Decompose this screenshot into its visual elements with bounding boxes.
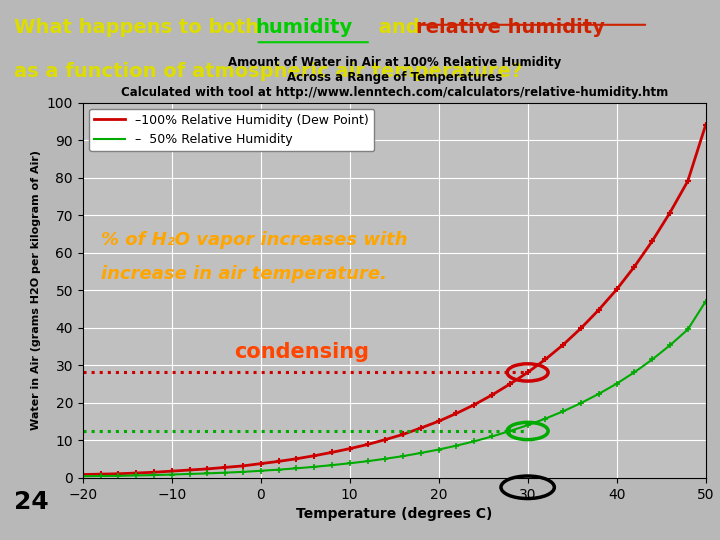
Text: as a function of atmospheric air temperature?: as a function of atmospheric air tempera… [14, 62, 523, 81]
–100% Relative Humidity (Dew Point) [701, 122, 710, 129]
–100% Relative Humidity (Dew Point) [221, 464, 230, 471]
–  50% Relative Humidity [666, 342, 675, 348]
–  50% Relative Humidity [487, 433, 496, 440]
–100% Relative Humidity (Dew Point) [185, 467, 194, 473]
Text: 24: 24 [14, 490, 49, 514]
–100% Relative Humidity (Dew Point) [346, 446, 354, 452]
–100% Relative Humidity (Dew Point) [203, 465, 212, 472]
–  50% Relative Humidity [185, 471, 194, 477]
–  50% Relative Humidity [168, 471, 176, 478]
Text: relative humidity: relative humidity [416, 18, 605, 37]
–  50% Relative Humidity [292, 465, 301, 471]
–  50% Relative Humidity [132, 472, 140, 478]
–  50% Relative Humidity [274, 467, 283, 473]
–100% Relative Humidity (Dew Point) [595, 307, 603, 313]
–  50% Relative Humidity [541, 415, 550, 422]
Text: humidity: humidity [256, 18, 353, 37]
–  50% Relative Humidity [559, 408, 567, 415]
Text: What happens to both: What happens to both [14, 18, 266, 37]
–100% Relative Humidity (Dew Point) [381, 436, 390, 443]
–  50% Relative Humidity [612, 381, 621, 387]
–  50% Relative Humidity [452, 442, 461, 449]
–  50% Relative Humidity [399, 453, 408, 460]
–100% Relative Humidity (Dew Point) [78, 471, 87, 478]
Title: Amount of Water in Air at 100% Relative Humidity
Across a Range of Temperatures
: Amount of Water in Air at 100% Relative … [120, 56, 668, 99]
X-axis label: Temperature (degrees C): Temperature (degrees C) [296, 507, 492, 521]
–100% Relative Humidity (Dew Point) [541, 356, 550, 362]
–  50% Relative Humidity [238, 469, 247, 475]
–100% Relative Humidity (Dew Point) [612, 286, 621, 293]
–100% Relative Humidity (Dew Point) [363, 441, 372, 448]
–100% Relative Humidity (Dew Point) [683, 178, 692, 184]
–100% Relative Humidity (Dew Point) [523, 369, 532, 376]
Text: and: and [372, 18, 427, 37]
Line: –  50% Relative Humidity: – 50% Relative Humidity [80, 299, 708, 479]
–  50% Relative Humidity [630, 369, 639, 375]
–100% Relative Humidity (Dew Point) [630, 264, 639, 270]
–  50% Relative Humidity [114, 472, 122, 479]
–100% Relative Humidity (Dew Point) [452, 410, 461, 416]
–100% Relative Humidity (Dew Point) [238, 463, 247, 469]
–100% Relative Humidity (Dew Point) [559, 341, 567, 348]
Y-axis label: Water in Air (grams H2O per kilogram of Air): Water in Air (grams H2O per kilogram of … [31, 150, 41, 430]
–  50% Relative Humidity [381, 456, 390, 462]
–100% Relative Humidity (Dew Point) [505, 381, 514, 387]
–100% Relative Humidity (Dew Point) [399, 431, 408, 437]
–100% Relative Humidity (Dew Point) [256, 461, 265, 467]
Text: increase in air temperature.: increase in air temperature. [101, 265, 387, 283]
–100% Relative Humidity (Dew Point) [114, 470, 122, 477]
–  50% Relative Humidity [683, 326, 692, 333]
Text: condensing: condensing [234, 342, 369, 362]
–  50% Relative Humidity [595, 390, 603, 397]
–  50% Relative Humidity [221, 469, 230, 476]
–  50% Relative Humidity [523, 422, 532, 428]
–  50% Relative Humidity [577, 400, 585, 406]
Text: % of H₂O vapor increases with: % of H₂O vapor increases with [101, 231, 408, 249]
–100% Relative Humidity (Dew Point) [150, 469, 158, 476]
–100% Relative Humidity (Dew Point) [470, 401, 479, 408]
–  50% Relative Humidity [434, 447, 443, 453]
–  50% Relative Humidity [328, 462, 336, 468]
–  50% Relative Humidity [470, 438, 479, 444]
–  50% Relative Humidity [310, 463, 318, 470]
–  50% Relative Humidity [417, 450, 426, 456]
–100% Relative Humidity (Dew Point) [168, 468, 176, 474]
–  50% Relative Humidity [346, 460, 354, 467]
Legend: –100% Relative Humidity (Dew Point), –  50% Relative Humidity: –100% Relative Humidity (Dew Point), – 5… [89, 109, 374, 151]
–100% Relative Humidity (Dew Point) [292, 456, 301, 462]
–  50% Relative Humidity [701, 298, 710, 305]
–100% Relative Humidity (Dew Point) [328, 449, 336, 456]
–100% Relative Humidity (Dew Point) [577, 325, 585, 332]
–  50% Relative Humidity [203, 470, 212, 477]
–  50% Relative Humidity [648, 356, 657, 363]
–  50% Relative Humidity [505, 428, 514, 434]
–  50% Relative Humidity [96, 473, 105, 480]
–100% Relative Humidity (Dew Point) [96, 471, 105, 477]
–100% Relative Humidity (Dew Point) [487, 392, 496, 398]
–  50% Relative Humidity [256, 468, 265, 474]
–100% Relative Humidity (Dew Point) [666, 210, 675, 216]
–100% Relative Humidity (Dew Point) [274, 458, 283, 464]
–100% Relative Humidity (Dew Point) [417, 425, 426, 431]
–  50% Relative Humidity [363, 458, 372, 464]
–100% Relative Humidity (Dew Point) [132, 470, 140, 476]
–100% Relative Humidity (Dew Point) [648, 238, 657, 244]
–  50% Relative Humidity [78, 473, 87, 480]
–  50% Relative Humidity [150, 472, 158, 478]
–100% Relative Humidity (Dew Point) [310, 453, 318, 459]
–100% Relative Humidity (Dew Point) [434, 418, 443, 424]
Line: –100% Relative Humidity (Dew Point): –100% Relative Humidity (Dew Point) [79, 122, 709, 478]
